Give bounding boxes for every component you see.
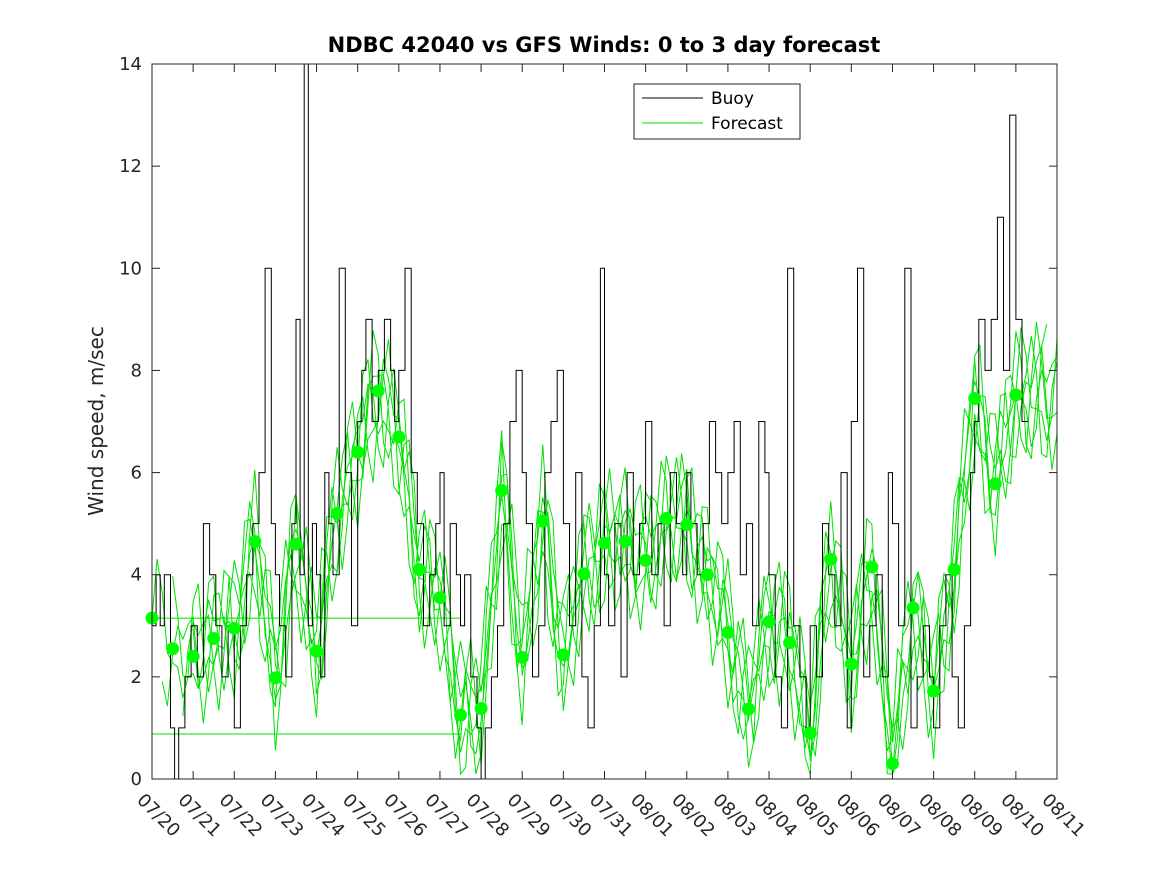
- y-axis-label: Wind speed, m/sec: [84, 326, 108, 516]
- forecast-marker: [248, 535, 262, 549]
- forecast-marker: [536, 514, 550, 528]
- forecast-marker: [392, 430, 406, 444]
- forecast-marker: [824, 552, 838, 566]
- forecast-marker: [762, 615, 776, 629]
- forecast-marker: [700, 568, 714, 582]
- y-axis-ticks: 0 2 4 6 8 10 12 14: [119, 54, 1057, 790]
- forecast-marker: [988, 477, 1002, 491]
- forecast-marker: [680, 518, 694, 532]
- buoy-series-line: [152, 63, 1029, 780]
- legend-box: [633, 83, 801, 140]
- forecast-marker: [207, 632, 221, 646]
- chart-title: NDBC 42040 vs GFS Winds: 0 to 3 day fore…: [328, 33, 881, 57]
- forecast-marker: [412, 563, 426, 577]
- forecast-marker: [598, 536, 611, 550]
- forecast-marker: [289, 537, 303, 551]
- forecast-marker: [618, 535, 632, 549]
- y-tick-label: 8: [131, 360, 142, 381]
- forecast-marker: [310, 644, 324, 658]
- buoy-line: [152, 63, 1029, 780]
- forecast-marker: [721, 625, 735, 639]
- forecast-marker: [166, 642, 180, 656]
- forecast-marker: [556, 648, 570, 662]
- forecast-marker: [351, 445, 365, 459]
- forecast-marker: [906, 601, 920, 615]
- forecast-marker: [927, 684, 941, 698]
- y-tick-label: 14: [119, 54, 142, 75]
- y-tick-label: 6: [131, 463, 142, 484]
- forecast-marker: [433, 591, 447, 605]
- forecast-marker: [495, 483, 509, 497]
- forecast-marker: [741, 702, 755, 716]
- forecast-marker: [227, 621, 241, 635]
- forecast-marker: [454, 708, 468, 722]
- forecast-marker: [659, 512, 673, 526]
- forecast-marker: [577, 567, 591, 581]
- forecast-marker: [783, 636, 797, 650]
- forecast-marker: [186, 649, 200, 663]
- forecast-marker: [639, 553, 653, 567]
- legend-buoy-label: Buoy: [711, 89, 754, 109]
- y-tick-label: 0: [131, 769, 142, 790]
- forecast-marker: [865, 560, 879, 574]
- y-tick-label: 12: [119, 156, 142, 177]
- forecast-marker: [947, 563, 961, 577]
- forecast-run-line: [202, 335, 1058, 756]
- forecast-run-line: [161, 345, 1058, 765]
- legend: Buoy Forecast: [633, 83, 801, 140]
- forecast-markers: [145, 384, 1023, 771]
- forecast-marker: [1009, 388, 1023, 402]
- y-tick-label: 2: [131, 667, 142, 688]
- plot-area: [145, 63, 1058, 780]
- y-tick-label: 10: [119, 258, 142, 279]
- forecast-marker: [330, 506, 344, 520]
- y-tick-label: 4: [131, 565, 142, 586]
- forecast-marker: [968, 392, 982, 406]
- forecast-marker: [371, 384, 385, 398]
- forecast-marker: [268, 671, 282, 685]
- forecast-run-line: [151, 324, 1048, 776]
- forecast-marker: [515, 650, 529, 664]
- forecast-marker: [844, 657, 858, 671]
- legend-forecast-label: Forecast: [711, 114, 783, 134]
- forecast-marker: [885, 757, 899, 771]
- forecast-marker: [474, 702, 488, 716]
- forecast-marker: [803, 726, 817, 740]
